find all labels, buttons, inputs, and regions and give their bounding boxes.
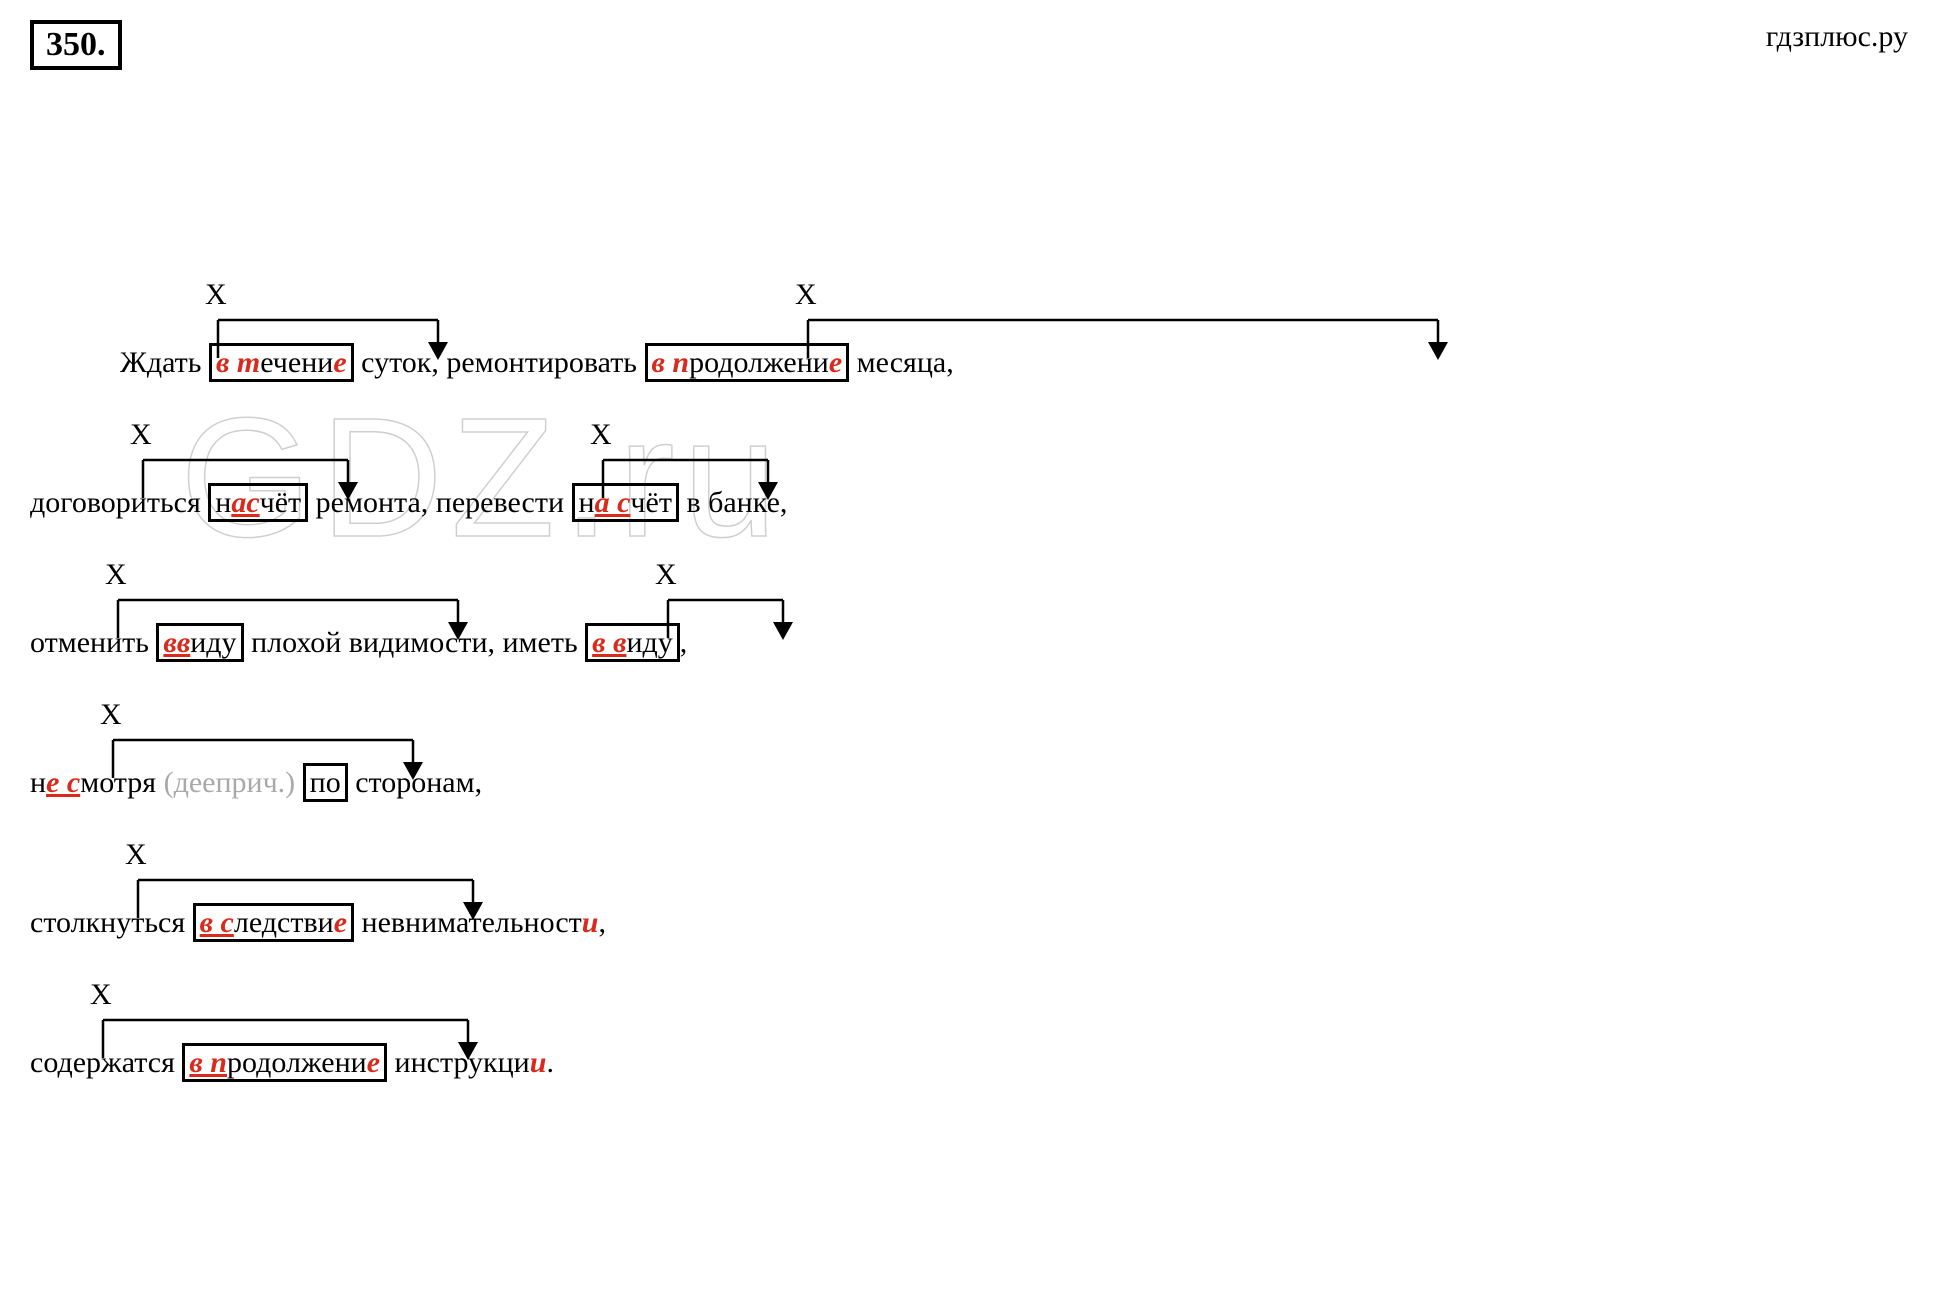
line-4: Х не смотря (дееприч.) по сторонам,: [30, 680, 1908, 820]
line-2: Х Х договориться насчёт ремонта, перевес…: [30, 400, 1908, 540]
highlight: а с: [595, 486, 631, 519]
boxed-word: по: [303, 763, 348, 802]
boxed-word: в виду: [585, 623, 680, 662]
text: .: [546, 1046, 554, 1079]
x-marker: Х: [90, 978, 112, 1012]
text: в банке,: [679, 486, 787, 519]
x-marker: Х: [655, 558, 677, 592]
highlight: е: [829, 346, 842, 379]
text: отменить: [30, 626, 156, 659]
line-5: Х столкнуться в следствие невнимательнос…: [30, 820, 1908, 960]
line-text: не смотря (дееприч.) по сторонам,: [30, 763, 482, 802]
text: ледстви: [234, 906, 334, 939]
line-1: Х Х Ждать в течение суток, ремонтировать…: [30, 260, 1908, 400]
highlight: ас: [231, 486, 259, 519]
exercise-body: Х Х Ждать в течение суток, ремонтировать…: [30, 260, 1908, 1100]
exercise-number: 350.: [30, 20, 122, 70]
text: содержатся: [30, 1046, 182, 1079]
text: [295, 766, 303, 799]
text: сторонам,: [348, 766, 482, 799]
text: чёт: [260, 486, 302, 519]
highlight: в с: [200, 906, 234, 939]
text: иду: [190, 626, 236, 659]
boxed-word: в продолжение: [182, 1043, 387, 1082]
boxed-word: ввиду: [156, 623, 243, 662]
text: ,: [598, 906, 606, 939]
text: ремонта, перевести: [308, 486, 571, 519]
text: н: [579, 486, 595, 519]
text: договориться: [30, 486, 208, 519]
highlight: и: [530, 1046, 547, 1079]
header: 350. гдзплюс.ру: [30, 20, 1908, 70]
line-text: содержатся в продолжение инструкции.: [30, 1043, 554, 1082]
text: столкнуться: [30, 906, 193, 939]
text: месяца,: [849, 346, 954, 379]
line-text: отменить ввиду плохой видимости, иметь в…: [30, 623, 687, 662]
boxed-word: на счёт: [572, 483, 679, 522]
x-marker: Х: [130, 418, 152, 452]
line-3: Х Х отменить ввиду плохой видимости, име…: [30, 540, 1908, 680]
boxed-word: в продолжение: [645, 343, 850, 382]
gray-note: (дееприч.): [164, 766, 296, 799]
text: ,: [680, 626, 688, 659]
text: суток, ремонтировать: [354, 346, 645, 379]
text: родолжени: [689, 346, 829, 379]
text: плохой видимости, иметь: [244, 626, 586, 659]
line-6: Х содержатся в продолжение инструкции.: [30, 960, 1908, 1100]
text: инструкци: [387, 1046, 530, 1079]
highlight: е: [334, 906, 347, 939]
text: иду: [626, 626, 672, 659]
text: чёт: [630, 486, 672, 519]
text: н: [215, 486, 231, 519]
x-marker: Х: [205, 278, 227, 312]
line-text: Ждать в течение суток, ремонтировать в п…: [30, 343, 954, 382]
highlight: е: [367, 1046, 380, 1079]
x-marker: Х: [795, 278, 817, 312]
line-text: договориться насчёт ремонта, перевести н…: [30, 483, 787, 522]
boxed-word: в следствие: [193, 903, 354, 942]
x-marker: Х: [100, 698, 122, 732]
x-marker: Х: [125, 838, 147, 872]
line-text: столкнуться в следствие невнимательности…: [30, 903, 606, 942]
text: н: [30, 766, 46, 799]
text: невнимательност: [354, 906, 582, 939]
x-marker: Х: [590, 418, 612, 452]
x-marker: Х: [105, 558, 127, 592]
highlight: в в: [592, 626, 626, 659]
text: Ждать: [120, 346, 209, 379]
highlight: в т: [216, 346, 260, 379]
highlight: и: [582, 906, 599, 939]
highlight: вв: [163, 626, 190, 659]
boxed-word: в течение: [209, 343, 354, 382]
text: родолжени: [227, 1046, 367, 1079]
boxed-word: насчёт: [208, 483, 308, 522]
highlight: е: [333, 346, 346, 379]
site-label: гдзплюс.ру: [1766, 20, 1908, 54]
text: ечени: [260, 346, 333, 379]
highlight: в п: [189, 1046, 227, 1079]
highlight: е с: [46, 766, 80, 799]
text: мотря: [80, 766, 163, 799]
highlight: в п: [652, 346, 690, 379]
